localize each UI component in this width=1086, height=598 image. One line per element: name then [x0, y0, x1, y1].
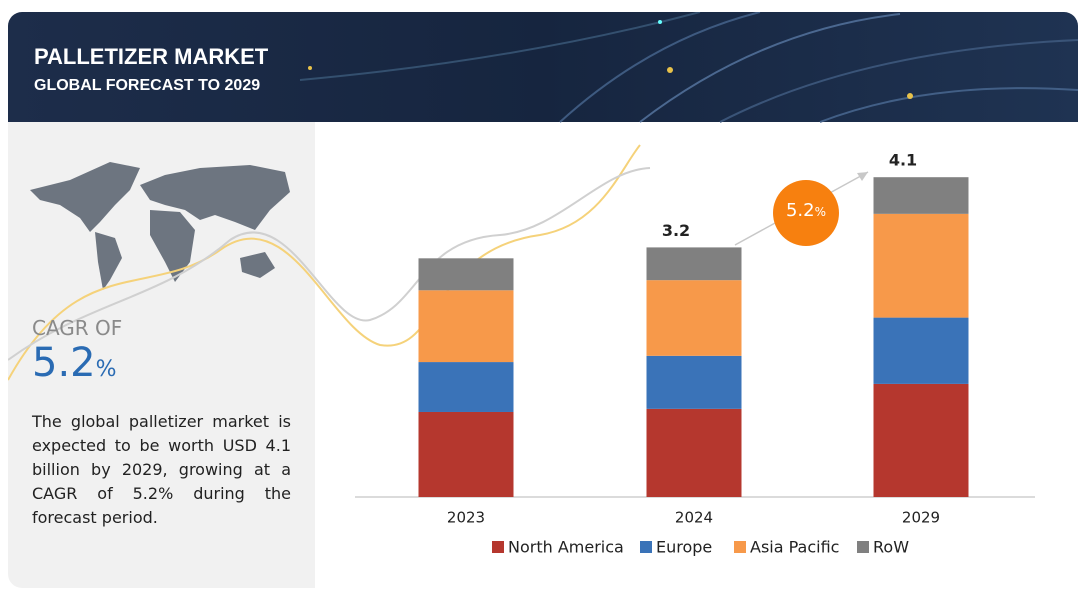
header-decor	[299, 12, 1078, 123]
x-tick-label: 2023	[447, 509, 485, 527]
x-tick-label: 2024	[675, 509, 713, 527]
legend-swatch	[640, 541, 652, 553]
header-bg	[8, 12, 1078, 122]
bar-segment	[418, 290, 514, 363]
cagr-value: 5.2	[32, 340, 96, 386]
bar-segment	[418, 258, 514, 291]
bar-segment	[646, 408, 742, 497]
legend-label: North America	[508, 538, 624, 557]
bar-segment	[646, 280, 742, 356]
badge-unit: %	[814, 205, 827, 219]
legend-label: Europe	[656, 538, 712, 557]
legend-label: RoW	[873, 538, 909, 557]
world-map	[30, 162, 290, 290]
total-label: 3.2	[662, 221, 690, 240]
bar-segment	[873, 383, 969, 497]
legend-swatch	[734, 541, 746, 553]
x-tick-label: 2029	[902, 509, 940, 527]
bar-segment	[873, 317, 969, 384]
legend-label: Asia Pacific	[750, 538, 839, 557]
bar-segment	[418, 411, 514, 497]
decor-lines	[8, 144, 651, 381]
subtitle: GLOBAL FORECAST TO 2029	[34, 77, 261, 94]
cagr-label: CAGR OF	[32, 316, 123, 340]
cagr-badge	[773, 180, 839, 246]
arrow-head	[857, 172, 868, 181]
badge-value: 5.2	[785, 200, 815, 221]
bar-segment	[873, 177, 969, 214]
bar-segment	[646, 355, 742, 409]
total-label: 4.1	[889, 151, 917, 170]
cagr-unit: %	[95, 357, 117, 382]
description: The global palletizer market is expected…	[32, 412, 291, 527]
legend-swatch	[492, 541, 504, 553]
title: PALLETIZER MARKET	[34, 44, 269, 69]
legend-swatch	[857, 541, 869, 553]
bar-segment	[873, 213, 969, 318]
bar-segment	[646, 247, 742, 281]
bar-segment	[418, 362, 514, 412]
badge-text: 5.2%	[773, 200, 839, 221]
cagr: 5.2%	[32, 340, 117, 386]
